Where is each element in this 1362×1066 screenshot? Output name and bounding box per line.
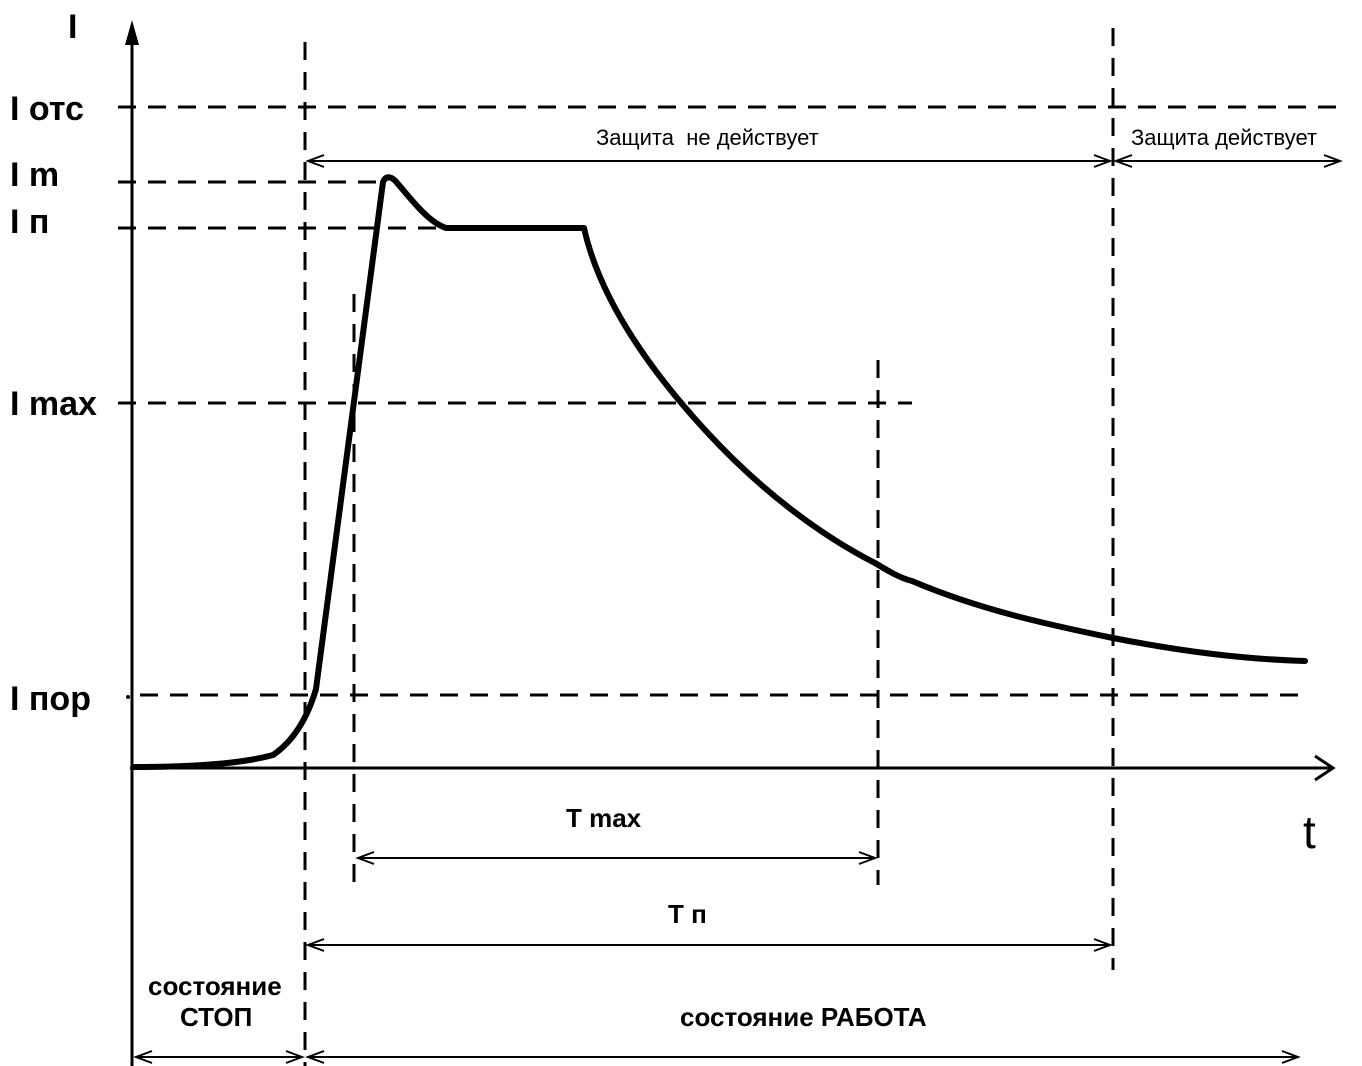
level-labels: I отс I m I п I max I пор	[10, 90, 130, 718]
protection-off-label: Защита не действует	[596, 125, 819, 150]
work-right-arrowhead	[1281, 1050, 1301, 1064]
i-p-label: I п	[10, 203, 49, 241]
stop-state-label-line2: СТОП	[180, 1002, 252, 1032]
y-axis-label: I	[68, 8, 77, 46]
vertical-markers	[303, 28, 1115, 1066]
i-otc-label: I отс	[10, 90, 84, 128]
i-m-label: I m	[10, 156, 59, 194]
t-max-right-arrowhead	[858, 851, 878, 865]
protection-off-right-arrowhead	[1093, 154, 1113, 168]
t-max-interval: T max	[355, 803, 878, 865]
protection-on-left-arrowhead	[1113, 154, 1133, 168]
x-axis-label: t	[1303, 806, 1316, 858]
protection-off-left-arrowhead	[305, 154, 325, 168]
i-por-dot	[126, 695, 130, 699]
t-max-left-arrowhead	[355, 851, 375, 865]
i-por-label: I пор	[10, 680, 91, 718]
state-intervals: состояние СТОП состояние РАБОТА	[133, 971, 1301, 1064]
y-axis-arrowhead	[125, 20, 139, 45]
x-axis-arrowhead	[1314, 754, 1336, 782]
stop-right-arrowhead	[285, 1050, 305, 1064]
level-lines	[118, 105, 1345, 697]
stop-left-arrowhead	[133, 1050, 153, 1064]
t-p-interval: T п	[305, 899, 1113, 952]
work-left-arrowhead	[305, 1050, 325, 1064]
protection-on-right-arrowhead	[1323, 154, 1343, 168]
protection-intervals: Защита не действует Защита действует	[305, 125, 1343, 168]
stop-state-label-line1: состояние	[148, 971, 282, 1001]
t-p-label: T п	[668, 899, 707, 929]
current-curve	[131, 174, 1308, 770]
t-p-right-arrowhead	[1093, 938, 1113, 952]
t-p-left-arrowhead	[305, 938, 325, 952]
t-max-label: T max	[566, 803, 642, 833]
protection-on-label: Защита действует	[1131, 125, 1317, 150]
i-max-label: I max	[10, 385, 97, 423]
work-state-label: состояние РАБОТА	[680, 1002, 927, 1032]
